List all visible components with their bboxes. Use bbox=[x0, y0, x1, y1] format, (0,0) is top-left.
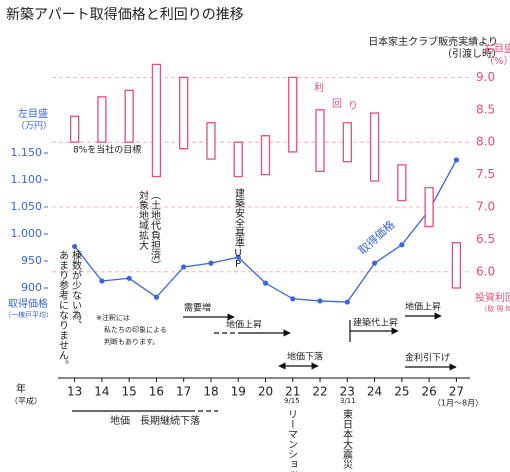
yield-range bbox=[369, 112, 380, 182]
price-point bbox=[181, 264, 187, 270]
yield-range bbox=[315, 109, 325, 173]
yield-range bbox=[233, 141, 243, 178]
price-point bbox=[99, 278, 105, 284]
yield-range bbox=[260, 135, 271, 176]
yield-range bbox=[206, 122, 216, 160]
y-tick-label: 1.050 bbox=[11, 200, 43, 213]
x-tick-label: 17 bbox=[176, 385, 191, 399]
x-tick-label: 25 bbox=[394, 385, 409, 399]
yield-range bbox=[69, 115, 80, 143]
annotation: 金利引下げ bbox=[405, 352, 450, 364]
price-point bbox=[344, 299, 350, 305]
price-point bbox=[262, 280, 269, 286]
y-tick-label: 1.000 bbox=[11, 227, 43, 240]
x-tick-label: 18 bbox=[203, 385, 218, 399]
annotation: 東日本大震災 bbox=[341, 408, 353, 469]
y2-tick-label: 6.0 bbox=[476, 264, 495, 278]
annotation: 地価 長期継続下落 bbox=[110, 414, 200, 427]
annotation: 対象地域拡大 bbox=[137, 189, 149, 251]
yield-range bbox=[124, 89, 134, 143]
annotation: あまり参考になりません。 bbox=[57, 250, 69, 370]
price-point bbox=[208, 260, 214, 266]
y-tick-label: 900 bbox=[21, 281, 42, 294]
x-tick-label: 22 bbox=[312, 385, 327, 399]
annotation: 棟数が少ない為、 bbox=[70, 249, 82, 330]
y-axis-label-bottom: 取得価格 bbox=[8, 297, 48, 310]
y2-tick-label: 8.0 bbox=[476, 135, 495, 149]
yield-range bbox=[342, 122, 352, 163]
price-point bbox=[72, 243, 78, 250]
y2-tick-label: 9.0 bbox=[476, 70, 495, 84]
x-tick-label: 23 bbox=[340, 385, 355, 399]
source-note: （引渡し時） bbox=[442, 47, 502, 60]
annotation: （土地代負担済） bbox=[149, 190, 161, 270]
annotation: 判断もあります。 bbox=[104, 337, 159, 346]
annotation: 回 bbox=[332, 98, 342, 110]
price-point bbox=[153, 294, 160, 300]
y-tick-label: 1.150 bbox=[11, 146, 43, 159]
source: 日本家主クラブ販売実績より bbox=[368, 35, 498, 48]
chart-title: 新築アパート取得価格と利回りの推移 bbox=[6, 6, 244, 23]
annotation: 需要増 bbox=[184, 302, 211, 314]
yield-range bbox=[397, 164, 407, 202]
x-tick-label: 20 bbox=[258, 385, 273, 399]
annotation: 9/15 bbox=[284, 397, 300, 405]
y-axis-label-bottom-note: （一棟戸平均） bbox=[4, 310, 53, 319]
price-point bbox=[235, 254, 241, 260]
y-tick-label: 1.100 bbox=[11, 173, 43, 186]
annotation: 地価上昇 bbox=[226, 319, 262, 331]
annotation: 8%を当社の目標 bbox=[73, 144, 141, 156]
y2-tick-label: 7.0 bbox=[476, 200, 495, 214]
x-note: （1月～8月） bbox=[433, 399, 483, 408]
x-tick-label: 24 bbox=[367, 385, 382, 399]
price-point bbox=[317, 298, 323, 304]
annotation: ※注釈には bbox=[96, 313, 130, 322]
x-tick-label: 26 bbox=[421, 385, 436, 399]
annotation: 建築安全基準UP bbox=[233, 187, 245, 270]
y2-axis-unit: （%） bbox=[484, 55, 510, 67]
annotation: リーマンショック bbox=[286, 409, 297, 472]
yield-range bbox=[97, 96, 107, 143]
y2-tick-label: 7.5 bbox=[476, 167, 495, 181]
annotation: 利 bbox=[314, 82, 324, 94]
price-point bbox=[453, 157, 459, 163]
annotation: り bbox=[348, 100, 358, 112]
y-tick-label: 950 bbox=[21, 254, 42, 267]
yield-range bbox=[424, 186, 434, 228]
x-tick-label: 14 bbox=[94, 385, 109, 399]
price-point bbox=[399, 242, 405, 248]
yield-range bbox=[151, 63, 162, 178]
series-label: 取得価格 bbox=[355, 217, 397, 257]
yield-range bbox=[288, 76, 298, 153]
y-axis-unit: （万円） bbox=[16, 121, 52, 132]
x-axis-unit: （平成） bbox=[10, 396, 42, 406]
yield-range bbox=[179, 76, 189, 150]
annotation: 地価上昇 bbox=[405, 301, 441, 313]
y2-tick-label: 6.5 bbox=[476, 232, 495, 246]
y2-series-label: 投資利回り bbox=[475, 291, 510, 304]
x-tick-label: 19 bbox=[231, 385, 246, 399]
price-point bbox=[126, 275, 132, 281]
x-axis-label: 年 bbox=[16, 382, 26, 395]
price-point bbox=[290, 296, 296, 302]
x-tick-label: 16 bbox=[149, 385, 164, 399]
annotation: 3/11 bbox=[340, 397, 356, 405]
y2-series-note: （取 得 時） bbox=[480, 304, 510, 313]
y2-axis-label: 右目盛 bbox=[484, 42, 510, 55]
x-tick-label: 21 bbox=[285, 385, 300, 399]
x-tick-label: 15 bbox=[122, 385, 137, 399]
x-tick-label: 13 bbox=[67, 385, 82, 399]
y2-tick-label: 8.5 bbox=[476, 102, 495, 116]
annotation: 建築代上昇 bbox=[353, 317, 398, 329]
annotation: 私たちの印象による bbox=[104, 325, 167, 334]
x-tick-label: 27 bbox=[449, 385, 464, 399]
yield-range bbox=[451, 241, 462, 289]
y-axis-label: 左目盛 bbox=[18, 107, 48, 120]
price-point bbox=[371, 260, 378, 266]
annotation: 地価下落 bbox=[287, 351, 323, 363]
